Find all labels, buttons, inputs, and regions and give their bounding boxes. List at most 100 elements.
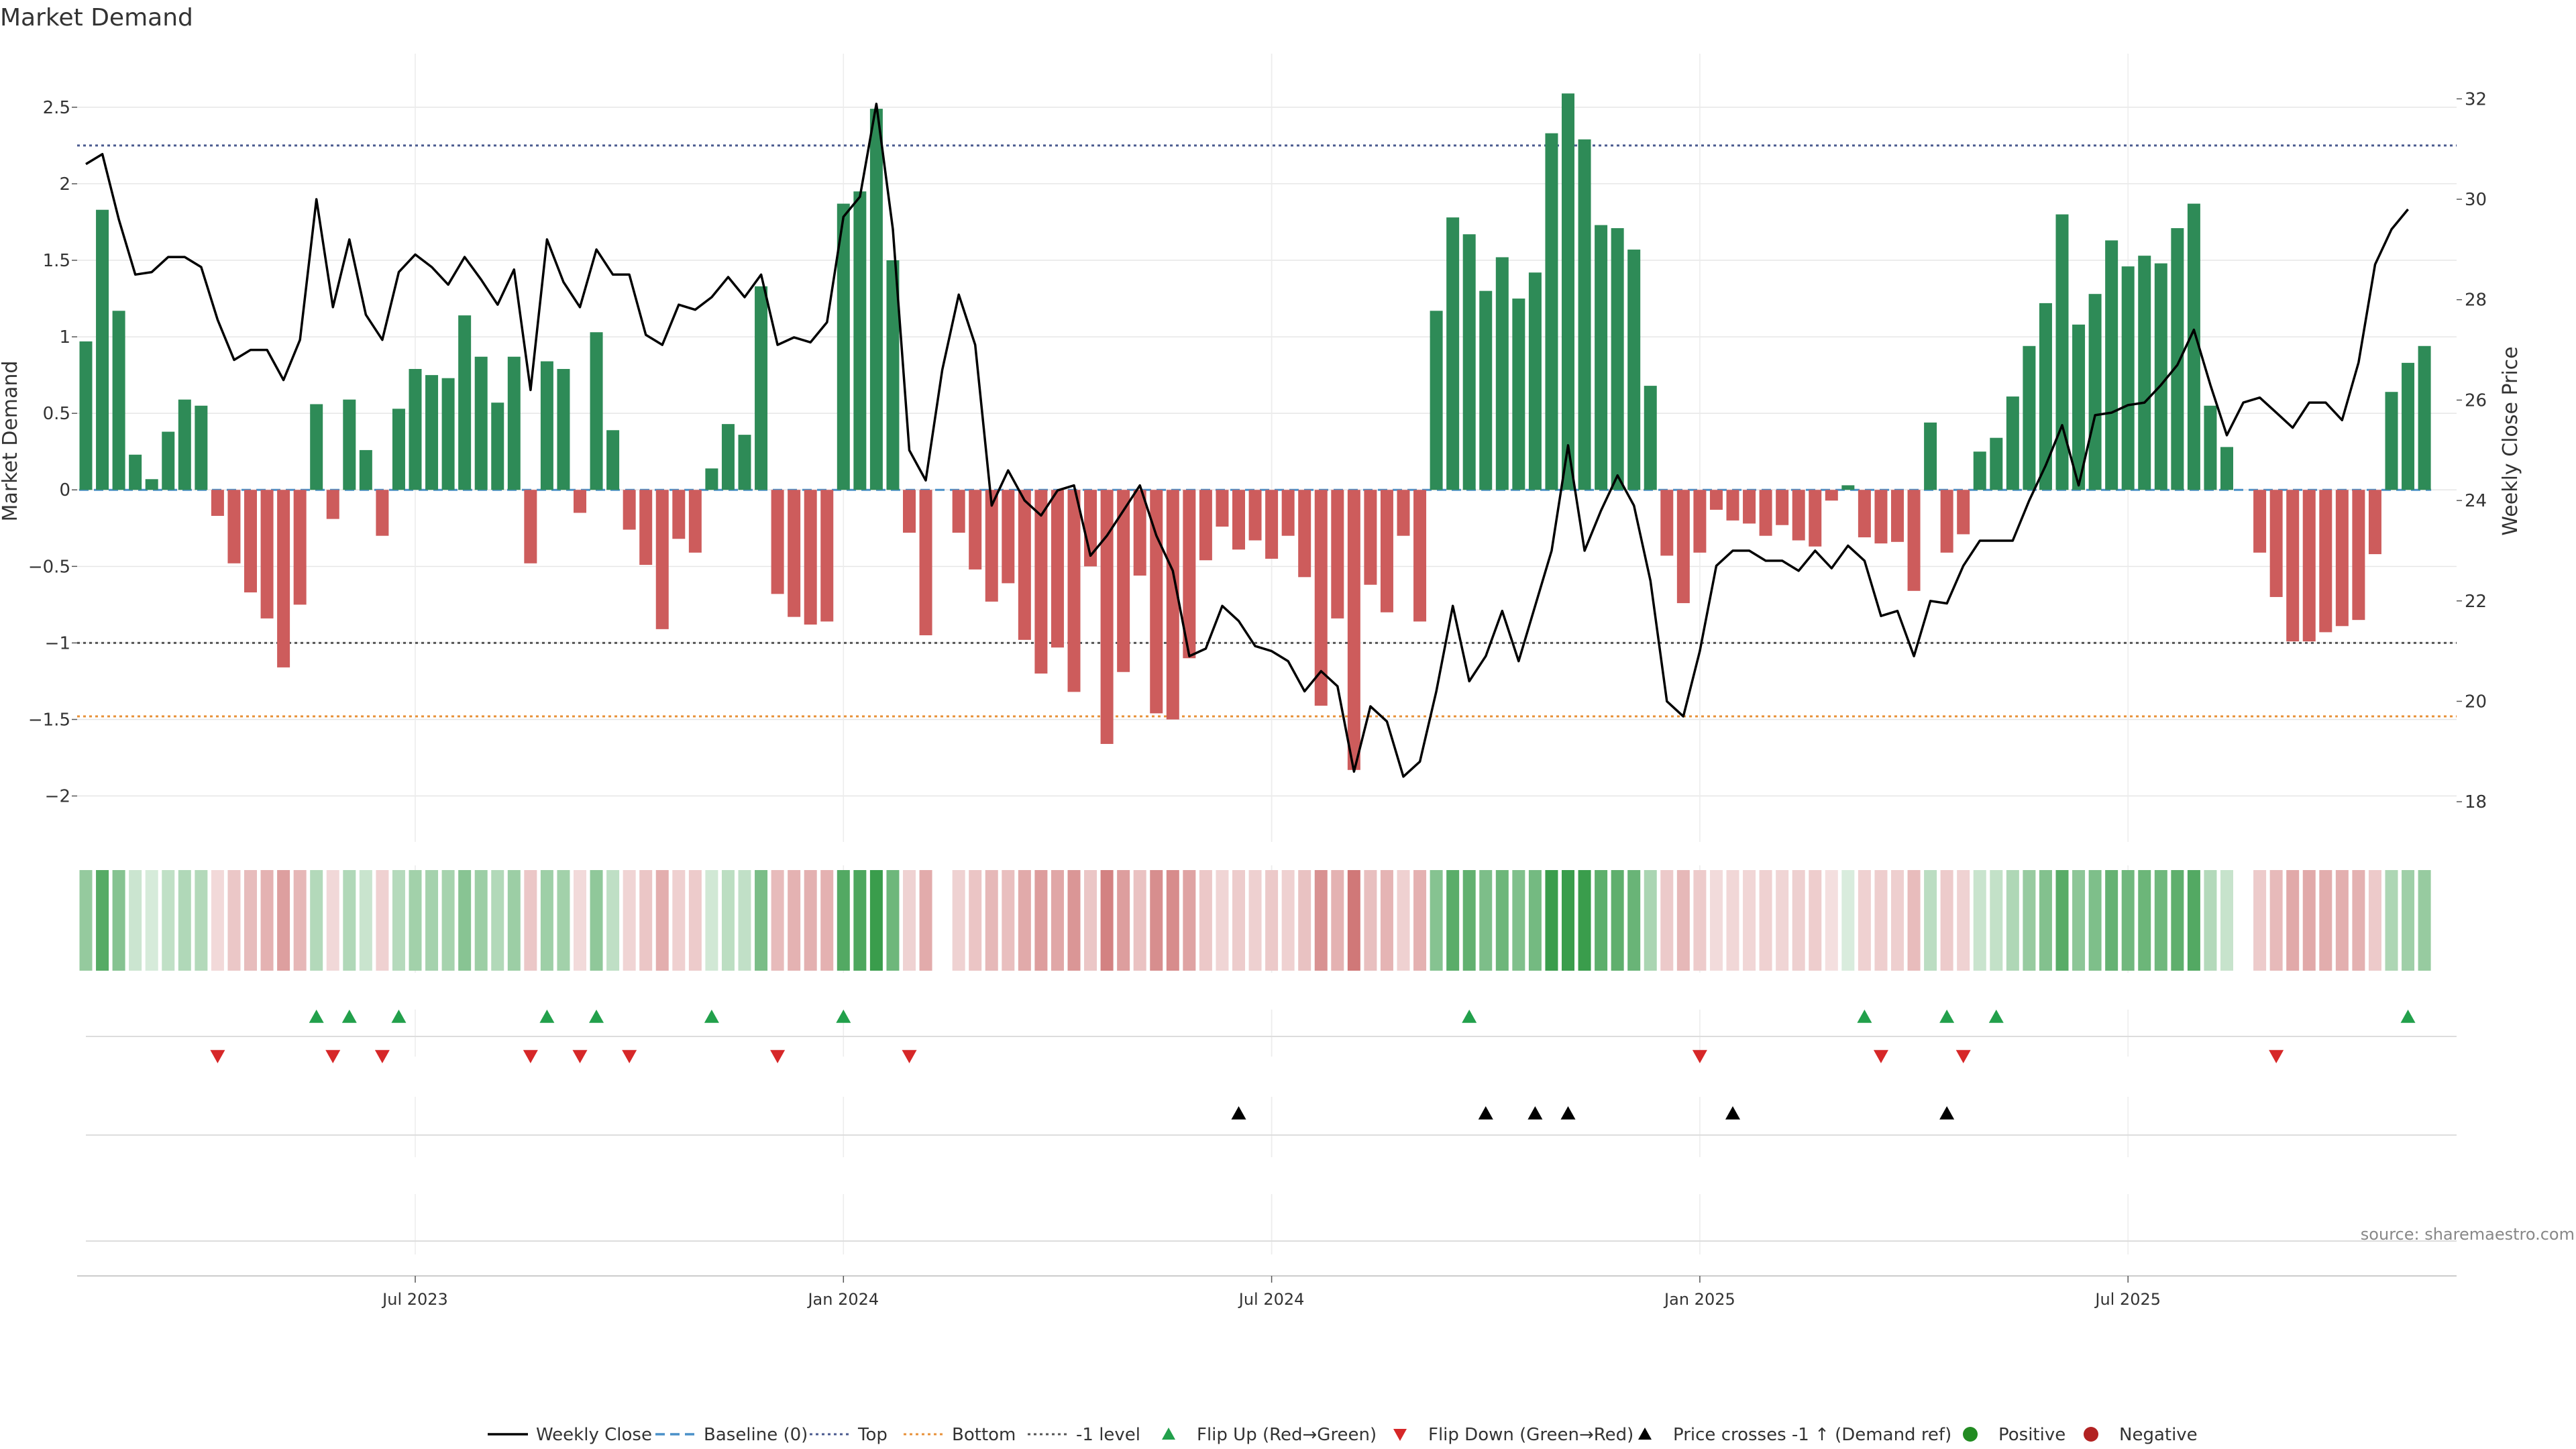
demand-bar: [1841, 485, 1855, 490]
heat-cell: [2204, 870, 2217, 971]
heat-cell: [1216, 870, 1229, 971]
demand-bar: [606, 430, 620, 490]
x-tick-label: Jan 2025: [1663, 1290, 1735, 1309]
demand-bar: [837, 203, 850, 490]
demand-bar: [1034, 490, 1048, 674]
heat-cell: [1907, 870, 1921, 971]
heat-cell: [145, 870, 158, 971]
demand-bar: [1248, 490, 1262, 541]
heat-cell: [1199, 870, 1212, 971]
demand-bar: [2368, 490, 2381, 555]
demand-bar: [178, 399, 191, 490]
heat-cell: [2335, 870, 2349, 971]
demand-bar: [2319, 490, 2332, 633]
legend-label-bottom: Bottom: [952, 1425, 1016, 1445]
heat-cell: [705, 870, 718, 971]
demand-bar: [1364, 490, 1377, 585]
flip-down-marker: [622, 1050, 637, 1063]
flip-down-marker: [374, 1050, 390, 1063]
heat-cell: [474, 870, 488, 971]
y-tick-label: 1.5: [43, 251, 70, 271]
heat-cell: [1314, 870, 1328, 971]
heat-cell: [1726, 870, 1739, 971]
demand-bar: [1627, 250, 1641, 490]
heat-cell: [359, 870, 372, 971]
heat-cell: [1891, 870, 1904, 971]
demand-bar: [244, 490, 257, 593]
heat-cell: [2187, 870, 2200, 971]
demand-bar: [820, 490, 834, 622]
demand-bar: [1347, 490, 1360, 770]
demand-bar: [1907, 490, 1921, 591]
demand-bar: [886, 260, 900, 490]
demand-bar: [804, 490, 817, 625]
demand-bar: [1578, 139, 1591, 490]
heat-cell: [195, 870, 208, 971]
demand-bar: [738, 435, 751, 490]
heat-cell: [2385, 870, 2398, 971]
price-cross-marker: [1939, 1106, 1955, 1120]
heat-cell: [1709, 870, 1723, 971]
heat-cell: [441, 870, 455, 971]
demand-bar: [1990, 437, 2003, 490]
demand-bar: [1002, 490, 1015, 584]
demand-bar: [771, 490, 784, 594]
demand-bar: [1314, 490, 1328, 706]
demand-bar: [1150, 490, 1163, 714]
x-tick-label: Jul 2024: [1238, 1290, 1305, 1309]
heat-cell: [1331, 870, 1344, 971]
y2-tick-label: 32: [2465, 89, 2487, 109]
heat-cell: [1595, 870, 1608, 971]
legend-label-weekly_close: Weekly Close: [536, 1425, 652, 1445]
y2-tick-label: 20: [2465, 692, 2487, 712]
demand-bar: [1809, 490, 1822, 547]
heat-cell: [590, 870, 603, 971]
demand-bar: [721, 424, 735, 490]
heat-cell: [837, 870, 850, 971]
heat-cell: [919, 870, 932, 971]
heat-cell: [310, 870, 323, 971]
flip-down-marker: [1692, 1050, 1707, 1063]
demand-bar: [326, 490, 339, 519]
heat-cell: [540, 870, 553, 971]
legend-swatch-negative: [2084, 1427, 2098, 1442]
demand-bar: [507, 356, 521, 490]
flip-up-marker: [391, 1010, 407, 1023]
heat-cell: [1281, 870, 1295, 971]
demand-bar: [1067, 490, 1081, 692]
demand-bar: [969, 490, 982, 570]
heat-cell: [1776, 870, 1789, 971]
demand-bar: [1216, 490, 1229, 527]
heat-cell: [1183, 870, 1196, 971]
heat-cell: [1430, 870, 1443, 971]
heat-cell: [2418, 870, 2431, 971]
y-tick-label: −0.5: [28, 557, 70, 577]
flip-up-marker: [836, 1010, 851, 1023]
heat-cell: [853, 870, 867, 971]
heat-cell: [211, 870, 224, 971]
demand-bar: [1562, 93, 1574, 490]
demand-bar: [903, 490, 916, 533]
demand-bar: [623, 490, 636, 530]
heat-cell: [952, 870, 965, 971]
heat-cell: [1578, 870, 1591, 971]
heat-cell: [1133, 870, 1146, 971]
demand-bar: [359, 449, 372, 490]
y-tick-label: −1: [45, 633, 70, 653]
heat-cell: [1298, 870, 1311, 971]
heat-cell: [1495, 870, 1509, 971]
heat-cell: [755, 870, 768, 971]
legend-label-price_cross: Price crosses -1 ↑ (Demand ref): [1673, 1425, 1951, 1445]
demand-bar: [869, 109, 883, 490]
demand-bar: [343, 399, 356, 490]
y-tick-label: 0.5: [43, 404, 70, 424]
legend-swatch-price_cross: [1638, 1428, 1652, 1440]
demand-bar: [392, 409, 405, 490]
y-tick-label: −2: [45, 787, 70, 807]
demand-bar: [474, 356, 488, 490]
signal-markers: [86, 1010, 2457, 1242]
axes: 2.5 2 1.5 1 0.5 0 −0.5 −1 −1.5 −2 32 30 28 26 24 22 20 18…: [0, 89, 2522, 1309]
demand-bar: [1726, 490, 1739, 521]
heat-cell: [1792, 870, 1805, 971]
heat-cell: [1545, 870, 1558, 971]
